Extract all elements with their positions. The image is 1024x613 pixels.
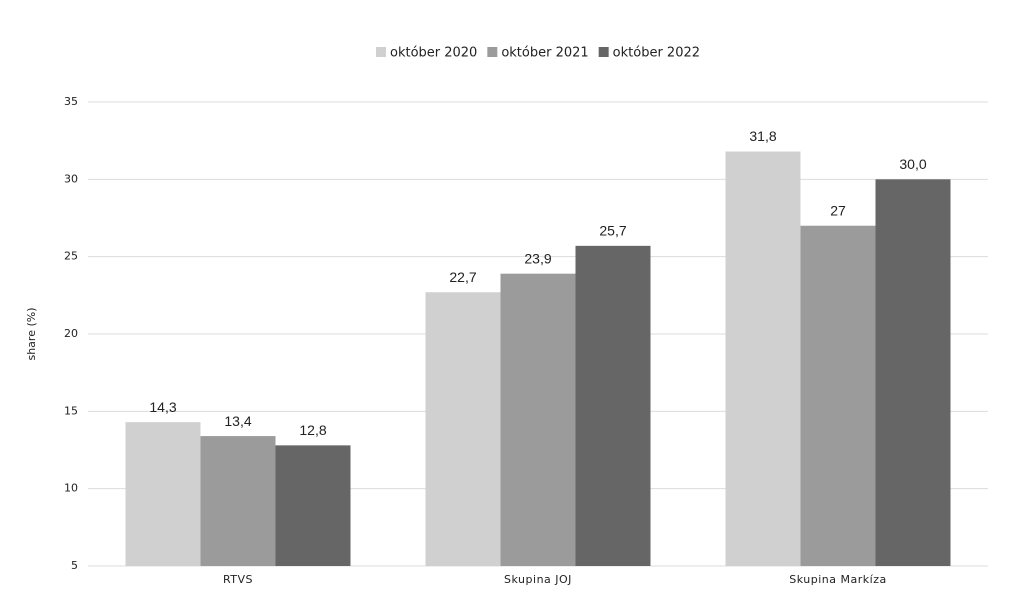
x-tick-label: Skupina JOJ (504, 573, 572, 586)
y-tick-label: 15 (64, 404, 78, 417)
legend-swatch (375, 47, 386, 57)
bar (725, 151, 801, 566)
legend-label: október 2020 (390, 46, 477, 61)
y-tick-label: 5 (71, 559, 78, 572)
bar (875, 179, 951, 567)
x-tick-label: Skupina Markíza (789, 573, 886, 586)
legend-swatch (598, 47, 609, 57)
legend-swatch (487, 47, 498, 57)
data-label: 25,7 (599, 223, 626, 239)
x-tick-label: RTVS (223, 573, 253, 586)
legend-label: október 2021 (501, 46, 588, 61)
bar (500, 273, 576, 566)
data-label: 14,3 (149, 399, 176, 415)
bar (200, 436, 276, 566)
data-label: 30,0 (899, 156, 926, 172)
y-axis-label: share (%) (25, 307, 38, 360)
data-label: 23,9 (524, 250, 551, 266)
data-label: 31,8 (749, 128, 776, 144)
y-tick-label: 20 (64, 327, 78, 340)
data-label: 27 (830, 202, 846, 218)
bar (575, 245, 651, 566)
bar (425, 292, 501, 566)
y-tick-label: 25 (64, 250, 78, 263)
bar (275, 445, 351, 566)
legend-label: október 2022 (613, 46, 700, 61)
y-tick-label: 30 (64, 172, 78, 185)
data-label: 13,4 (224, 413, 251, 429)
bar (800, 225, 876, 566)
y-tick-label: 35 (64, 95, 78, 108)
data-label: 12,8 (299, 422, 326, 438)
data-label: 22,7 (449, 269, 476, 285)
bar (125, 422, 201, 566)
y-tick-label: 10 (64, 482, 78, 495)
